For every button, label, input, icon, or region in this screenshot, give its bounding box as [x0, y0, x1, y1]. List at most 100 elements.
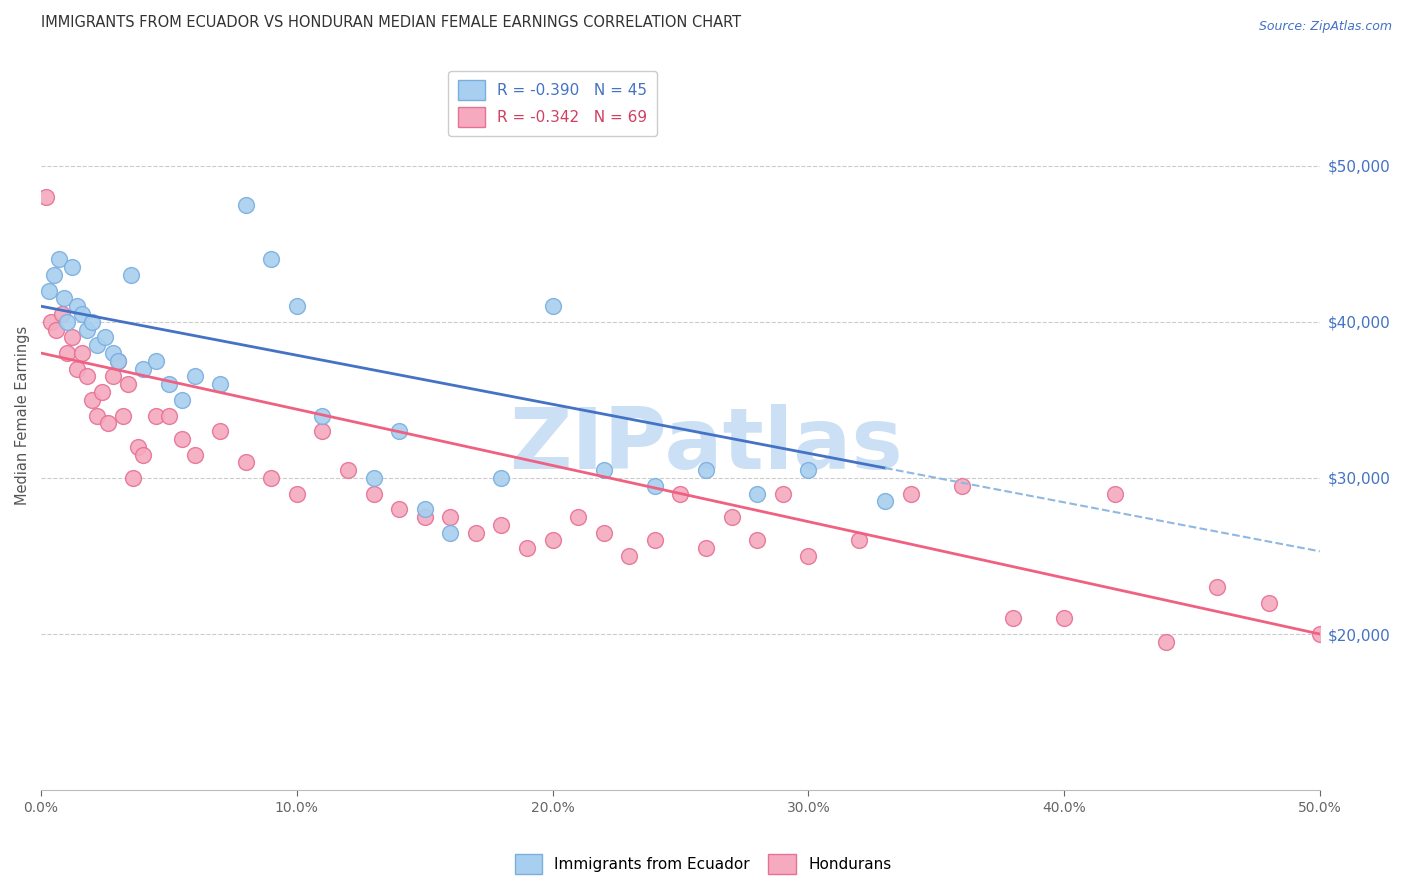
Point: [541, 533, 564, 548]
Point: [695, 463, 717, 477]
Point: [285, 486, 308, 500]
Point: [55, 346, 77, 360]
Point: [122, 471, 145, 485]
Point: [82, 392, 104, 407]
Point: [70, 307, 93, 321]
Point: [567, 510, 589, 524]
Point: [747, 486, 769, 500]
Point: [235, 455, 257, 469]
Point: [1309, 627, 1331, 641]
Point: [101, 369, 124, 384]
Point: [592, 525, 614, 540]
Point: [363, 486, 385, 500]
Point: [157, 409, 180, 423]
Point: [464, 525, 486, 540]
Point: [695, 541, 717, 556]
Point: [183, 369, 205, 384]
Point: [132, 361, 155, 376]
Point: [70, 346, 93, 360]
Point: [145, 354, 167, 368]
Point: [76, 323, 98, 337]
Point: [86, 338, 108, 352]
Point: [66, 299, 89, 313]
Point: [97, 417, 120, 431]
Point: [86, 409, 108, 423]
Point: [592, 463, 614, 477]
Point: [157, 377, 180, 392]
Point: [491, 471, 513, 485]
Point: [66, 361, 89, 376]
Point: [132, 448, 155, 462]
Point: [91, 385, 114, 400]
Point: [1156, 635, 1178, 649]
Point: [541, 299, 564, 313]
Point: [1053, 611, 1076, 625]
Point: [516, 541, 538, 556]
Point: [1104, 486, 1126, 500]
Point: [363, 471, 385, 485]
Point: [900, 486, 922, 500]
Point: [1001, 611, 1024, 625]
Point: [53, 292, 76, 306]
Point: [107, 354, 129, 368]
Point: [48, 252, 70, 267]
Point: [439, 510, 461, 524]
Text: IMMIGRANTS FROM ECUADOR VS HONDURAN MEDIAN FEMALE EARNINGS CORRELATION CHART: IMMIGRANTS FROM ECUADOR VS HONDURAN MEDI…: [41, 15, 741, 30]
Point: [491, 517, 513, 532]
Point: [51, 307, 73, 321]
Point: [1257, 596, 1279, 610]
Point: [644, 533, 666, 548]
Point: [117, 377, 139, 392]
Point: [235, 198, 257, 212]
Point: [111, 409, 134, 423]
Point: [619, 549, 641, 563]
Point: [285, 299, 308, 313]
Point: [848, 533, 870, 548]
Legend: Immigrants from Ecuador, Hondurans: Immigrants from Ecuador, Hondurans: [509, 848, 897, 880]
Point: [60, 330, 83, 344]
Point: [145, 409, 167, 423]
Point: [388, 424, 411, 438]
Point: [311, 409, 333, 423]
Point: [170, 432, 193, 446]
Point: [388, 502, 411, 516]
Point: [76, 369, 98, 384]
Point: [183, 448, 205, 462]
Point: [41, 315, 63, 329]
Point: [439, 525, 461, 540]
Point: [772, 486, 794, 500]
Point: [311, 424, 333, 438]
Point: [950, 479, 973, 493]
Point: [209, 377, 232, 392]
Point: [55, 315, 77, 329]
Point: [60, 260, 83, 275]
Y-axis label: Median Female Earnings: Median Female Earnings: [15, 326, 30, 505]
Point: [413, 510, 436, 524]
Text: ZIPatlas: ZIPatlas: [509, 404, 903, 487]
Point: [209, 424, 232, 438]
Point: [337, 463, 360, 477]
Point: [644, 479, 666, 493]
Point: [82, 315, 104, 329]
Point: [45, 323, 67, 337]
Point: [120, 268, 142, 282]
Point: [797, 549, 820, 563]
Point: [170, 392, 193, 407]
Point: [127, 440, 149, 454]
Point: [260, 252, 283, 267]
Legend: R = -0.390   N = 45, R = -0.342   N = 69: R = -0.390 N = 45, R = -0.342 N = 69: [449, 71, 657, 136]
Point: [747, 533, 769, 548]
Point: [413, 502, 436, 516]
Point: [42, 268, 65, 282]
Point: [38, 284, 60, 298]
Point: [873, 494, 896, 508]
Point: [797, 463, 820, 477]
Point: [720, 510, 742, 524]
Point: [260, 471, 283, 485]
Point: [35, 190, 58, 204]
Point: [101, 346, 124, 360]
Point: [1206, 580, 1229, 594]
Point: [669, 486, 692, 500]
Point: [107, 354, 129, 368]
Point: [94, 330, 117, 344]
